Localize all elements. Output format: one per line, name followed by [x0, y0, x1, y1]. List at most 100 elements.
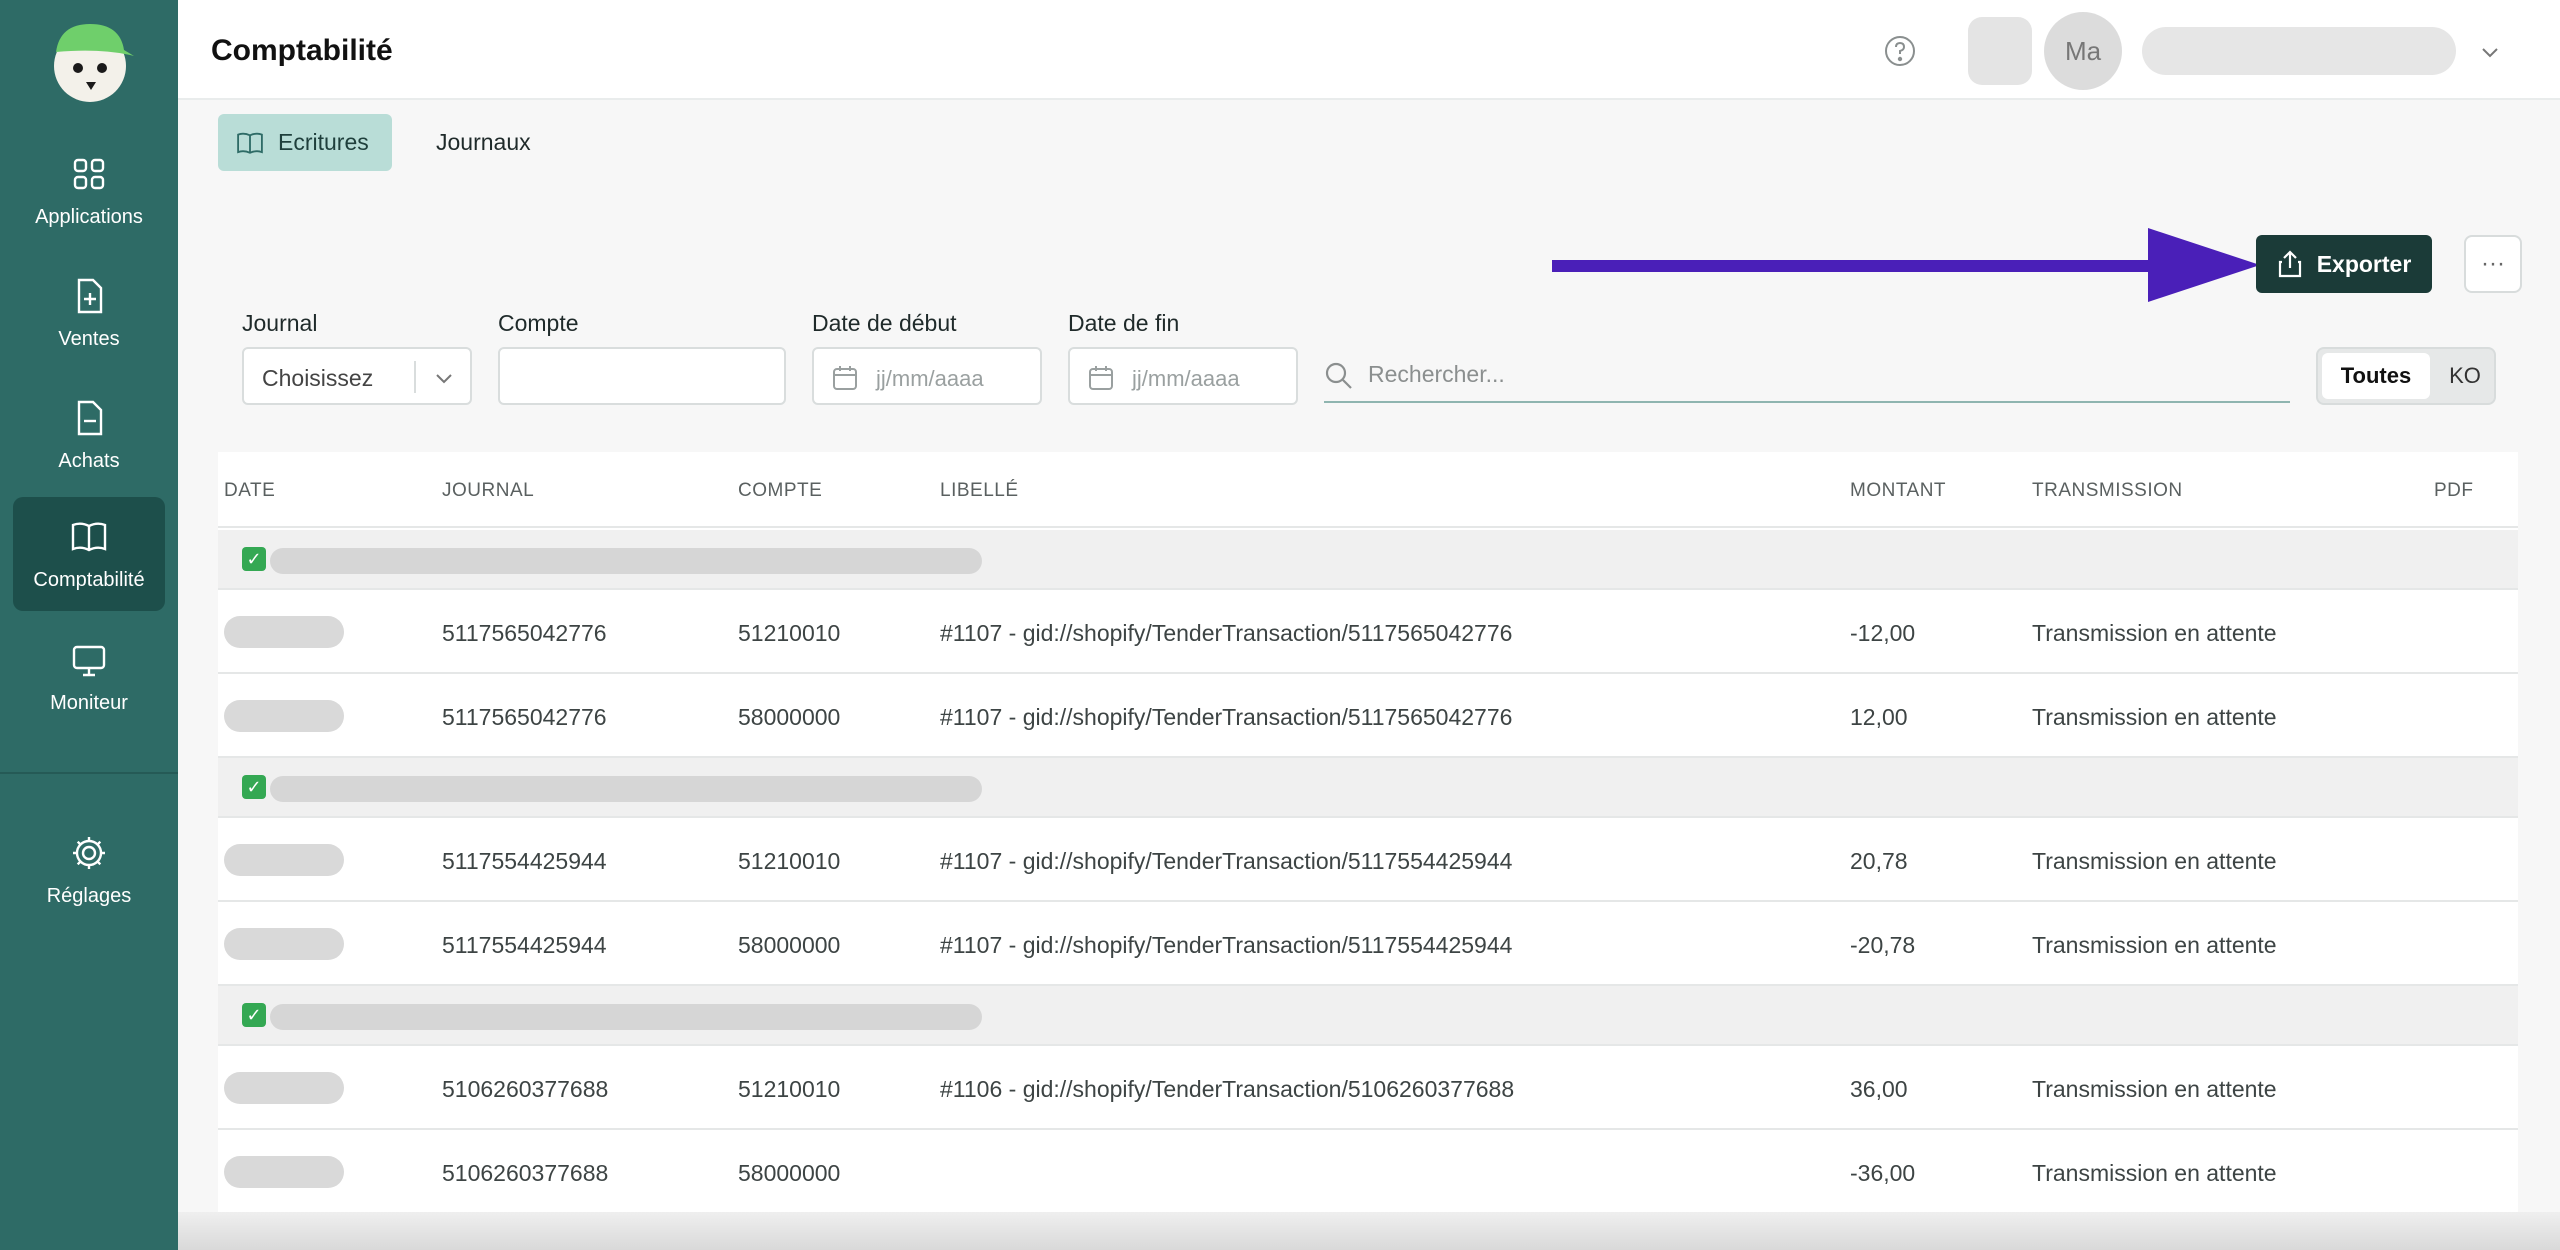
- table-row[interactable]: 5117554425944 51210010 #1107 - gid://sho…: [218, 818, 2518, 902]
- date-debut-placeholder: jj/mm/aaaa: [876, 366, 984, 391]
- table-row[interactable]: 5117554425944 58000000 #1107 - gid://sho…: [218, 902, 2518, 986]
- cell-compte: 51210010: [738, 620, 841, 646]
- help-icon[interactable]: [1884, 35, 1916, 67]
- cell-compte: 58000000: [738, 1160, 841, 1186]
- date-placeholder: [224, 1156, 344, 1188]
- sidebar-item-comptabilite[interactable]: Comptabilité: [13, 497, 165, 611]
- select-divider: [414, 361, 416, 393]
- cell-libelle: #1107 - gid://shopify/TenderTransaction/…: [940, 620, 1513, 646]
- cell-journal: 5106260377688: [442, 1076, 609, 1102]
- cell-transmission: Transmission en attente: [2032, 1076, 2277, 1102]
- entries-table: DATE JOURNAL COMPTE LIBELLÉ MONTANT TRAN…: [218, 452, 2518, 1212]
- sidebar-item-label: Achats: [58, 449, 120, 472]
- cell-transmission: Transmission en attente: [2032, 848, 2277, 874]
- cell-transmission: Transmission en attente: [2032, 620, 2277, 646]
- annotation-arrow: [1552, 228, 2260, 302]
- column-header-compte[interactable]: COMPTE: [738, 480, 823, 501]
- logo-icon[interactable]: [42, 16, 138, 104]
- date-placeholder: [224, 928, 344, 960]
- more-options-button[interactable]: ···: [2464, 235, 2522, 293]
- compte-label: Compte: [498, 310, 579, 336]
- date-placeholder: [224, 616, 344, 648]
- checkmark-icon: ✓: [242, 775, 266, 799]
- chevron-down-icon[interactable]: [2478, 40, 2502, 64]
- sidebar-item-applications[interactable]: Applications: [13, 134, 165, 248]
- page-title: Comptabilité: [211, 34, 393, 67]
- journal-select[interactable]: Choisissez: [242, 347, 472, 405]
- cell-journal: 5106260377688: [442, 1160, 609, 1186]
- tab-journaux[interactable]: Journaux: [436, 114, 531, 171]
- segment-toutes[interactable]: Toutes: [2322, 353, 2430, 399]
- cell-transmission: Transmission en attente: [2032, 704, 2277, 730]
- cell-journal: 5117565042776: [442, 620, 607, 646]
- segment-ko[interactable]: KO: [2449, 363, 2481, 388]
- tab-ecritures[interactable]: Ecritures: [218, 114, 392, 171]
- grid-icon: [73, 158, 105, 189]
- column-header-libelle[interactable]: LIBELLÉ: [940, 480, 1019, 501]
- file-minus-icon: [77, 400, 103, 435]
- book-icon: [71, 522, 107, 551]
- cell-journal: 5117565042776: [442, 704, 607, 730]
- sidebar-item-label: Réglages: [46, 884, 132, 907]
- cell-montant: 36,00: [1850, 1076, 1908, 1102]
- sidebar-item-label: Moniteur: [50, 691, 128, 714]
- tab-label: Journaux: [436, 129, 531, 155]
- sidebar: Applications Ventes Achats Comptabilité …: [0, 0, 178, 1250]
- cell-montant: -20,78: [1850, 932, 1916, 958]
- table-group-row[interactable]: ✓: [218, 986, 2518, 1046]
- sidebar-item-ventes[interactable]: Ventes: [13, 256, 165, 370]
- search-icon: [1325, 362, 1352, 389]
- column-header-pdf[interactable]: PDF: [2434, 480, 2474, 501]
- journal-select-value: Choisissez: [262, 365, 374, 391]
- table-row[interactable]: 5117565042776 51210010 #1107 - gid://sho…: [218, 590, 2518, 674]
- placeholder-logo: [1968, 17, 2032, 85]
- cell-transmission: Transmission en attente: [2032, 932, 2277, 958]
- avatar[interactable]: Ma: [2044, 12, 2122, 90]
- date-fin-input[interactable]: jj/mm/aaaa: [1068, 347, 1298, 405]
- file-plus-icon: [77, 278, 103, 313]
- gear-icon: [73, 836, 105, 869]
- table-group-row[interactable]: ✓: [218, 530, 2518, 590]
- column-header-date[interactable]: DATE: [224, 480, 276, 501]
- group-label-placeholder: [270, 776, 982, 802]
- sidebar-item-reglages[interactable]: Réglages: [13, 813, 165, 927]
- book-icon: [237, 132, 263, 154]
- date-placeholder: [224, 700, 344, 732]
- sidebar-item-label: Applications: [35, 205, 143, 228]
- calendar-icon: [833, 366, 857, 390]
- calendar-icon: [1089, 366, 1113, 390]
- user-name-placeholder[interactable]: [2142, 27, 2456, 75]
- status-segmented-control: Toutes KO: [2316, 347, 2496, 405]
- tab-label: Ecritures: [278, 129, 369, 155]
- cell-compte: 51210010: [738, 1076, 841, 1102]
- chevron-down-icon: [436, 374, 452, 384]
- export-button[interactable]: Exporter: [2256, 235, 2432, 293]
- table-group-row[interactable]: ✓: [218, 758, 2518, 818]
- cell-libelle: #1107 - gid://shopify/TenderTransaction/…: [940, 932, 1513, 958]
- date-debut-label: Date de début: [812, 310, 957, 336]
- sidebar-divider: [0, 772, 178, 774]
- table-header: DATE JOURNAL COMPTE LIBELLÉ MONTANT TRAN…: [218, 452, 2518, 528]
- search-input[interactable]: Rechercher...: [1324, 347, 2290, 403]
- sidebar-item-label: Ventes: [58, 327, 120, 350]
- cell-montant: -12,00: [1850, 620, 1916, 646]
- cell-montant: 12,00: [1850, 704, 1908, 730]
- cell-libelle: #1107 - gid://shopify/TenderTransaction/…: [940, 704, 1513, 730]
- column-header-montant[interactable]: MONTANT: [1850, 480, 1947, 501]
- export-label: Exporter: [2316, 250, 2412, 277]
- compte-input[interactable]: [498, 347, 786, 405]
- column-header-transmission[interactable]: TRANSMISSION: [2032, 480, 2183, 501]
- sidebar-item-achats[interactable]: Achats: [13, 378, 165, 492]
- group-label-placeholder: [270, 548, 982, 574]
- cell-compte: 58000000: [738, 932, 841, 958]
- table-row[interactable]: 5106260377688 51210010 #1106 - gid://sho…: [218, 1046, 2518, 1130]
- date-debut-input[interactable]: jj/mm/aaaa: [812, 347, 1042, 405]
- sidebar-item-moniteur[interactable]: Moniteur: [13, 620, 165, 734]
- monitor-icon: [72, 645, 106, 676]
- cell-libelle: #1106 - gid://shopify/TenderTransaction/…: [940, 1076, 1515, 1102]
- table-row[interactable]: 5117565042776 58000000 #1107 - gid://sho…: [218, 674, 2518, 758]
- top-header: Comptabilité Ma: [178, 0, 2560, 100]
- date-placeholder: [224, 1072, 344, 1104]
- sidebar-item-label: Comptabilité: [33, 568, 145, 591]
- column-header-journal[interactable]: JOURNAL: [442, 480, 535, 501]
